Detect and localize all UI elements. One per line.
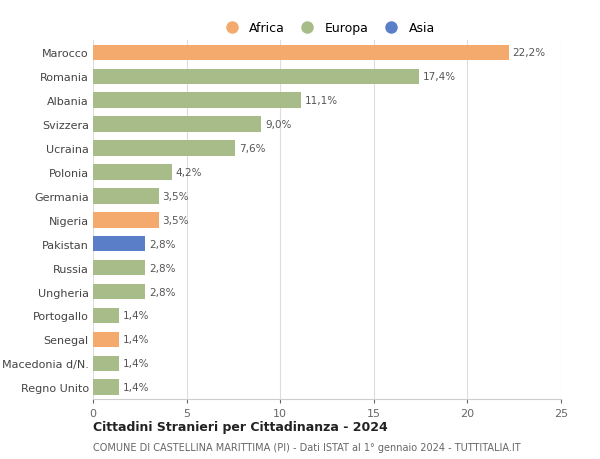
Text: 2,8%: 2,8%: [149, 287, 176, 297]
Text: 4,2%: 4,2%: [175, 168, 202, 178]
Text: COMUNE DI CASTELLINA MARITTIMA (PI) - Dati ISTAT al 1° gennaio 2024 - TUTTITALIA: COMUNE DI CASTELLINA MARITTIMA (PI) - Da…: [93, 442, 521, 452]
Text: 2,8%: 2,8%: [149, 239, 176, 249]
Legend: Africa, Europa, Asia: Africa, Europa, Asia: [214, 17, 440, 40]
Text: 3,5%: 3,5%: [162, 191, 189, 202]
Bar: [93, 141, 235, 157]
Bar: [93, 189, 158, 204]
Bar: [93, 213, 158, 228]
Bar: [93, 69, 419, 85]
Text: 1,4%: 1,4%: [123, 335, 149, 345]
Bar: [93, 332, 119, 347]
Text: 9,0%: 9,0%: [265, 120, 292, 130]
Text: 17,4%: 17,4%: [422, 72, 455, 82]
Text: 1,4%: 1,4%: [123, 311, 149, 321]
Text: 11,1%: 11,1%: [305, 96, 338, 106]
Bar: [93, 308, 119, 324]
Bar: [93, 45, 509, 61]
Bar: [93, 117, 262, 133]
Text: Cittadini Stranieri per Cittadinanza - 2024: Cittadini Stranieri per Cittadinanza - 2…: [93, 420, 388, 433]
Bar: [93, 284, 145, 300]
Text: 1,4%: 1,4%: [123, 382, 149, 392]
Text: 2,8%: 2,8%: [149, 263, 176, 273]
Bar: [93, 236, 145, 252]
Bar: [93, 356, 119, 371]
Text: 22,2%: 22,2%: [512, 48, 545, 58]
Bar: [93, 165, 172, 180]
Text: 7,6%: 7,6%: [239, 144, 266, 154]
Text: 3,5%: 3,5%: [162, 215, 189, 225]
Bar: [93, 380, 119, 395]
Bar: [93, 260, 145, 276]
Bar: [93, 93, 301, 109]
Text: 1,4%: 1,4%: [123, 358, 149, 369]
